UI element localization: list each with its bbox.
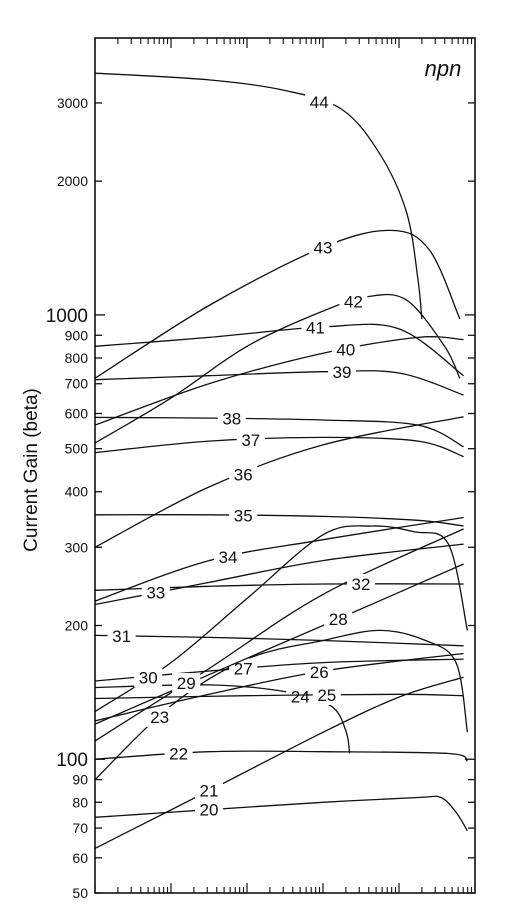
series-label-27: 27 [234, 659, 253, 678]
y-tick-label: 600 [65, 405, 89, 421]
y-tick-label: 500 [65, 441, 89, 457]
series-label-44: 44 [310, 93, 329, 112]
series-label-39: 39 [333, 363, 352, 382]
series-label-bg-31 [107, 625, 136, 646]
series-line-20 [94, 795, 468, 832]
y-tick-label: 300 [65, 539, 89, 555]
y-tick-label: 60 [72, 850, 88, 866]
plot-frame [94, 37, 476, 894]
series-line-44 [94, 72, 423, 319]
series-label-26: 26 [310, 663, 329, 682]
series-label-34: 34 [219, 548, 238, 567]
series-label-bg-37 [236, 429, 265, 450]
series-label-23: 23 [150, 708, 169, 727]
y-tick-label: 50 [72, 885, 88, 901]
y-tick-label: 3000 [57, 95, 88, 111]
series-label-30: 30 [139, 668, 158, 687]
series-label-bg-38 [217, 408, 246, 429]
series-label-bg-39 [328, 362, 356, 383]
series-label-bg-33 [141, 582, 170, 603]
series-label-bg-28 [324, 608, 353, 629]
series-line-35 [94, 514, 464, 527]
series-label-35: 35 [234, 506, 253, 525]
series-label-41: 41 [306, 319, 325, 338]
y-tick-label: 2000 [57, 173, 88, 189]
series-label-31: 31 [112, 627, 131, 646]
series-label-24: 24 [291, 687, 310, 706]
series-label-bg-23 [145, 706, 174, 727]
series-label-36: 36 [234, 465, 253, 484]
y-tick-label: 200 [65, 617, 89, 633]
series-label-22: 22 [169, 745, 188, 764]
y-tick-label: 70 [72, 820, 88, 836]
y-tick-label: 800 [65, 350, 89, 366]
series-label-bg-35 [229, 505, 258, 526]
series-label-43: 43 [314, 238, 333, 257]
series-label-bg-22 [164, 743, 193, 764]
y-tick-label: 100 [56, 750, 88, 771]
series-line-42 [94, 293, 461, 444]
series-line-36 [94, 416, 464, 548]
y-tick-label: 700 [65, 376, 89, 392]
series-line-22 [94, 750, 468, 762]
series-line-43 [94, 229, 461, 379]
series-label-bg-34 [214, 547, 242, 568]
series-line-40 [94, 336, 464, 426]
series-label-bg-24 [286, 686, 315, 707]
series-label-42: 42 [344, 292, 363, 311]
y-tick-label: 400 [65, 484, 89, 500]
y-tick-label: 90 [72, 772, 88, 788]
series-line-39 [94, 370, 464, 396]
series-label-bg-25 [312, 684, 341, 705]
series-label-bg-32 [347, 573, 375, 594]
series-label-bg-41 [301, 317, 330, 338]
series-label-32: 32 [352, 575, 371, 594]
series-line-31 [94, 634, 464, 647]
series-label-37: 37 [241, 431, 260, 450]
series-label-21: 21 [200, 782, 219, 801]
series-label-bg-40 [331, 339, 360, 360]
series-label-20: 20 [200, 801, 219, 820]
series-label-25: 25 [317, 686, 336, 705]
series-line-28 [94, 563, 464, 725]
series-label-29: 29 [177, 674, 196, 693]
series-line-25 [94, 693, 464, 700]
series-label-28: 28 [329, 610, 348, 629]
series-label-40: 40 [336, 340, 355, 359]
series-line-30 [94, 525, 469, 713]
series-label-bg-30 [134, 667, 163, 688]
series-line-41 [94, 323, 464, 377]
series-line-38 [94, 416, 464, 448]
series-label-bg-42 [339, 291, 368, 312]
y-tick-label: 1000 [46, 306, 88, 327]
series-label-bg-44 [305, 91, 334, 112]
series-line-34 [94, 516, 464, 602]
y-tick-label: 80 [72, 794, 88, 810]
series-line-21 [94, 676, 464, 849]
series-label-bg-21 [195, 780, 223, 801]
series-label-bg-20 [195, 799, 223, 820]
corner-label: npn [425, 56, 462, 81]
series-line-23 [94, 629, 469, 781]
series-label-bg-43 [309, 237, 337, 258]
series-label-bg-26 [305, 661, 334, 682]
series-label-bg-29 [172, 673, 201, 694]
series-label-38: 38 [222, 409, 241, 428]
y-tick-label: 900 [65, 327, 89, 343]
y-axis-title: Current Gain (beta) [21, 388, 42, 552]
series-line-29 [94, 528, 464, 742]
series-label-bg-36 [229, 464, 258, 485]
series-line-37 [94, 436, 464, 458]
series-label-33: 33 [146, 584, 165, 603]
